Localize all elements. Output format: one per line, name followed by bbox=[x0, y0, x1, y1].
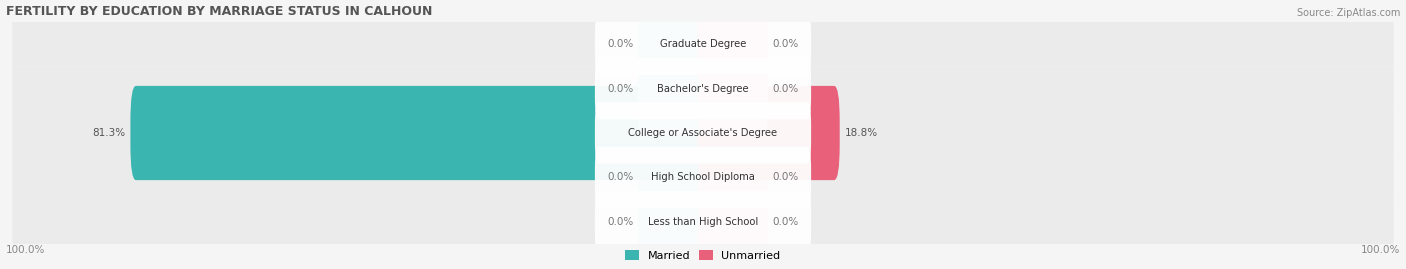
Text: College or Associate's Degree: College or Associate's Degree bbox=[628, 128, 778, 138]
Text: 0.0%: 0.0% bbox=[607, 39, 633, 49]
Text: 100.0%: 100.0% bbox=[1361, 245, 1400, 255]
Text: Graduate Degree: Graduate Degree bbox=[659, 39, 747, 49]
FancyBboxPatch shape bbox=[697, 130, 768, 225]
FancyBboxPatch shape bbox=[13, 111, 1393, 155]
Text: 0.0%: 0.0% bbox=[773, 84, 799, 94]
FancyBboxPatch shape bbox=[638, 130, 709, 225]
FancyBboxPatch shape bbox=[13, 66, 1393, 111]
Text: 0.0%: 0.0% bbox=[607, 217, 633, 227]
FancyBboxPatch shape bbox=[638, 175, 709, 269]
FancyBboxPatch shape bbox=[595, 102, 811, 164]
FancyBboxPatch shape bbox=[595, 147, 811, 208]
FancyBboxPatch shape bbox=[697, 175, 768, 269]
FancyBboxPatch shape bbox=[638, 0, 709, 91]
FancyBboxPatch shape bbox=[13, 155, 1393, 200]
Text: FERTILITY BY EDUCATION BY MARRIAGE STATUS IN CALHOUN: FERTILITY BY EDUCATION BY MARRIAGE STATU… bbox=[6, 5, 432, 18]
FancyBboxPatch shape bbox=[595, 13, 811, 75]
FancyBboxPatch shape bbox=[697, 0, 768, 91]
Text: 0.0%: 0.0% bbox=[773, 217, 799, 227]
FancyBboxPatch shape bbox=[697, 41, 768, 136]
FancyBboxPatch shape bbox=[638, 41, 709, 136]
Text: 0.0%: 0.0% bbox=[773, 172, 799, 182]
FancyBboxPatch shape bbox=[595, 58, 811, 119]
FancyBboxPatch shape bbox=[595, 191, 811, 253]
Text: 0.0%: 0.0% bbox=[607, 172, 633, 182]
FancyBboxPatch shape bbox=[131, 86, 709, 180]
Text: High School Diploma: High School Diploma bbox=[651, 172, 755, 182]
Text: Bachelor's Degree: Bachelor's Degree bbox=[657, 84, 749, 94]
FancyBboxPatch shape bbox=[13, 200, 1393, 244]
Text: 0.0%: 0.0% bbox=[607, 84, 633, 94]
Text: Less than High School: Less than High School bbox=[648, 217, 758, 227]
Text: 18.8%: 18.8% bbox=[845, 128, 877, 138]
Legend: Married, Unmarried: Married, Unmarried bbox=[621, 246, 785, 265]
Text: 0.0%: 0.0% bbox=[773, 39, 799, 49]
FancyBboxPatch shape bbox=[13, 22, 1393, 66]
FancyBboxPatch shape bbox=[697, 86, 839, 180]
Text: 100.0%: 100.0% bbox=[6, 245, 45, 255]
Text: Source: ZipAtlas.com: Source: ZipAtlas.com bbox=[1298, 8, 1400, 18]
Text: 81.3%: 81.3% bbox=[93, 128, 125, 138]
